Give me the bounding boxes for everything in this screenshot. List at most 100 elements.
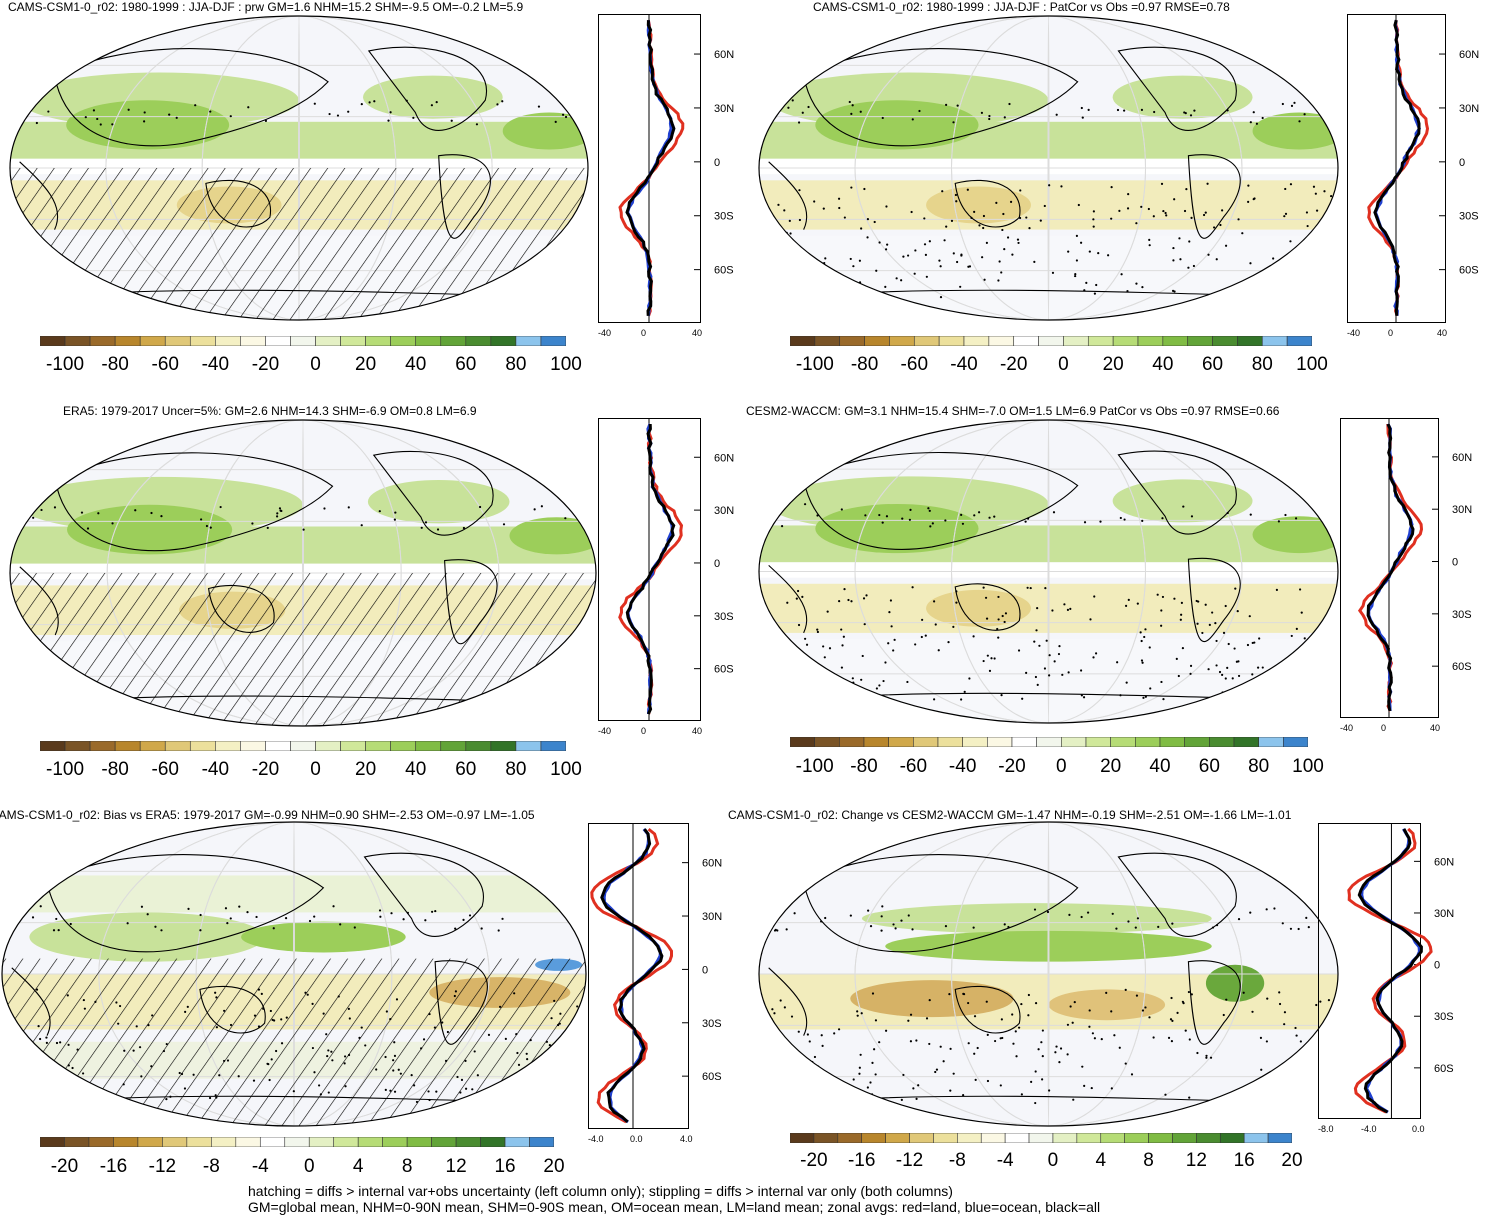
latitude-label: 30N: [702, 911, 722, 923]
colorbar-swatch: [1087, 336, 1114, 346]
colorbar-swatch: [265, 336, 291, 346]
colorbar-swatch: [863, 737, 889, 747]
colorbar-swatch: [139, 336, 166, 346]
colorbar-swatch: [114, 336, 141, 346]
colorbar-swatch: [114, 741, 141, 751]
colorbar-swatch: [963, 336, 990, 346]
latitude-label: 30S: [702, 1018, 722, 1030]
colorbar-swatch: [64, 741, 91, 751]
colorbar-label: 8: [1143, 1150, 1154, 1171]
colorbar-swatch: [885, 1133, 910, 1143]
colorbar-swatch: [113, 1137, 139, 1147]
colorbar-label: 12: [1185, 1150, 1207, 1171]
colorbar-swatch: [465, 741, 492, 751]
colorbar-p5: [40, 1137, 554, 1147]
colorbar-swatch: [215, 741, 241, 751]
colorbar-swatch: [40, 741, 66, 751]
colorbar-label: 0: [1047, 1150, 1059, 1171]
colorbar-p2: [790, 336, 1312, 346]
colorbar-swatch: [40, 336, 66, 346]
colorbar-label: 20: [1100, 756, 1122, 777]
colorbar-label: -100: [46, 354, 85, 375]
colorbar-swatch: [1159, 737, 1185, 747]
colorbar-label: 40: [405, 759, 427, 780]
colorbar-label: -80: [101, 354, 129, 375]
colorbar-swatch: [284, 1137, 310, 1147]
latitude-label: 60N: [1434, 856, 1454, 868]
colorbar-swatch: [1212, 336, 1238, 346]
colorbar-swatch: [265, 741, 291, 751]
colorbar-label: 100: [550, 354, 582, 375]
colorbar-label: -60: [151, 354, 179, 375]
colorbar-swatch: [1286, 336, 1312, 346]
zonal-mean-line: [1373, 19, 1421, 316]
profile-units: mm: [1388, 14, 1403, 15]
colorbar-swatch: [1013, 336, 1039, 346]
colorbar-swatch: [357, 1137, 383, 1147]
colorbar-swatch: [790, 1133, 815, 1143]
colorbar-label: 0: [1058, 354, 1069, 375]
colorbar-swatch: [290, 336, 316, 346]
latitude-label: 0: [1459, 157, 1465, 169]
latitude-label: 60N: [1459, 49, 1479, 61]
colorbar-swatch: [259, 1137, 286, 1147]
colorbar-swatch: [987, 737, 1013, 747]
colorbar-swatch: [290, 741, 316, 751]
colorbar-swatch: [839, 336, 865, 346]
colorbar-label: 8: [401, 1156, 413, 1177]
latitude-label: 30N: [714, 103, 734, 115]
colorbar-label: 0: [310, 354, 321, 375]
colorbar-swatch: [980, 1133, 1006, 1143]
latitude-label: 30N: [714, 505, 734, 517]
colorbar-swatch: [1110, 737, 1136, 747]
colorbar-label: 20: [543, 1156, 565, 1177]
latitude-label: 60N: [714, 452, 734, 464]
colorbar-swatch: [937, 737, 963, 747]
colorbar-label: 40: [405, 354, 427, 375]
colorbar-swatch: [1028, 1133, 1054, 1143]
zonal-mean-line: [590, 827, 673, 1124]
zonal-mean-line: [625, 20, 676, 316]
colorbar-swatch: [415, 336, 442, 346]
colorbar-label: 16: [1233, 1150, 1255, 1171]
latitude-label: 60N: [702, 858, 722, 870]
colorbar-label: 100: [1296, 354, 1328, 375]
profile-xtick: -40: [598, 726, 611, 736]
colorbar-label: -16: [99, 1156, 128, 1177]
colorbar-p6: [790, 1133, 1292, 1143]
colorbar-label: -16: [847, 1150, 876, 1171]
colorbar-label: 40: [1152, 354, 1174, 375]
profile-xtick: -40: [1340, 723, 1353, 733]
latitude-label: 30N: [1452, 504, 1472, 516]
colorbar-swatch: [540, 336, 566, 346]
profile-units: mm: [1381, 418, 1396, 419]
colorbar-swatch: [1184, 737, 1210, 747]
colorbar-swatch: [1267, 1133, 1292, 1143]
colorbar-label: -80: [850, 756, 878, 777]
colorbar-swatch: [382, 1137, 408, 1147]
colorbar-swatch: [164, 741, 191, 751]
colorbar-label: -80: [850, 354, 879, 375]
colorbar-label: -100: [46, 759, 85, 780]
colorbar-swatch: [390, 336, 417, 346]
colorbar-label: -60: [900, 354, 929, 375]
latitude-label: 60S: [1434, 1063, 1454, 1075]
colorbar-swatch: [89, 336, 116, 346]
latitude-label: 30S: [1459, 211, 1479, 223]
zonal-profile-p2: mm 60N 30N 0 30S 60S -40 0 40: [1347, 14, 1479, 338]
colorbar-p3: [40, 741, 566, 751]
profile-xtick: 40: [692, 328, 702, 338]
colorbar-label: -8: [948, 1150, 966, 1171]
latitude-label: 0: [1452, 557, 1458, 569]
colorbar-swatch: [913, 336, 940, 346]
colorbar-swatch: [813, 1133, 839, 1143]
colorbar-label: 60: [1201, 354, 1224, 375]
colorbar-label: 80: [505, 759, 527, 780]
colorbar-swatch: [1237, 336, 1263, 346]
colorbar-swatch: [315, 336, 341, 346]
profile-xtick: 0.0: [630, 1134, 643, 1144]
colorbar-swatch: [864, 336, 890, 346]
colorbar-swatch: [1085, 737, 1111, 747]
panel-title-p3: ERA5: 1979-2017 Uncer=5%: GM=2.6 NHM=14.…: [63, 404, 477, 418]
colorbar-swatch: [888, 737, 914, 747]
